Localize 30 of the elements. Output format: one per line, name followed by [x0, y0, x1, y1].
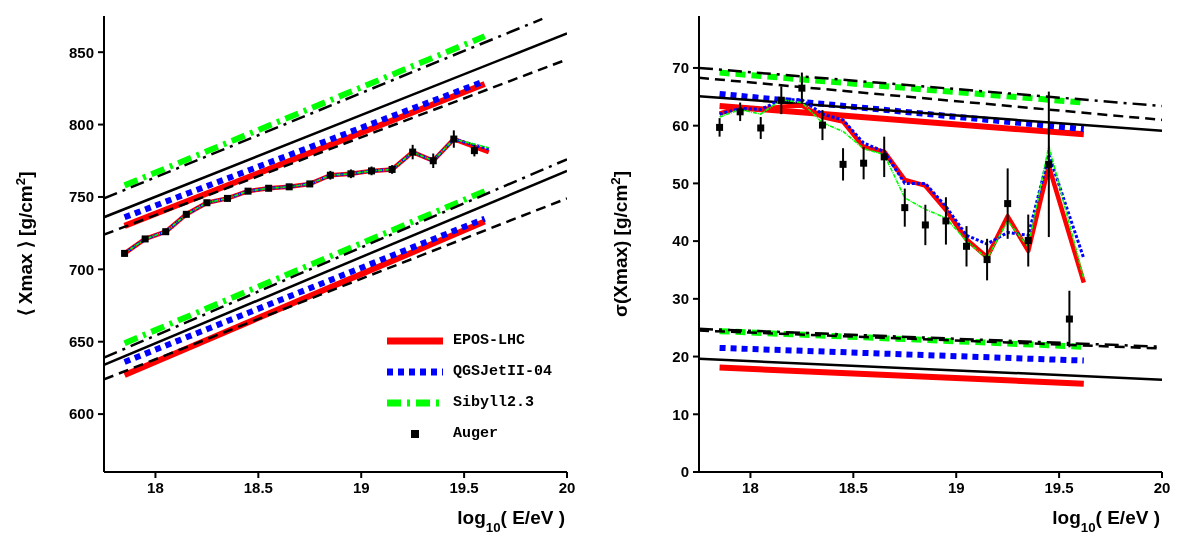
y-tick-label: 650	[68, 333, 94, 351]
y-tick-label: 800	[68, 115, 94, 133]
y-tick-label: 40	[672, 232, 689, 250]
x-tick-label: 18	[147, 478, 164, 496]
x-tick-label: 19.5	[1044, 478, 1074, 496]
y-tick-label: 60	[672, 117, 689, 134]
x-tick-label: 19.5	[449, 478, 479, 496]
x-tick-label: 20	[558, 478, 576, 496]
x-tick-label: 18.5	[243, 478, 273, 496]
y-tick-label: 700	[68, 260, 94, 278]
y-tick-label: 600	[68, 405, 94, 423]
y-tick-label: 20	[672, 347, 689, 365]
y-tick-label: 50	[672, 174, 689, 192]
y-tick-label: 750	[68, 188, 94, 206]
legend-label: Sibyll2.3	[452, 394, 534, 411]
x-axis-title: log$_{10}$( E/eV )	[457, 507, 565, 535]
y-tick-label: 30	[672, 290, 689, 308]
y-tick-label: 850	[68, 43, 94, 61]
y-tick-label: 10	[672, 405, 689, 423]
x-tick-label: 18.5	[838, 478, 868, 496]
y-tick-label: 70	[672, 59, 689, 77]
legend-label: Auger	[452, 425, 498, 442]
y-tick-label: 0	[680, 463, 689, 481]
x-tick-label: 19	[947, 478, 965, 496]
x-tick-label: 20	[1153, 478, 1171, 496]
x-tick-label: 19	[352, 478, 370, 496]
legend-label: QGSJetII-04	[452, 363, 552, 380]
legend-label: EPOS-LHC	[452, 332, 525, 349]
x-axis-title: log$_{10}$( E/eV )	[1052, 507, 1160, 535]
x-tick-label: 18	[742, 478, 759, 496]
